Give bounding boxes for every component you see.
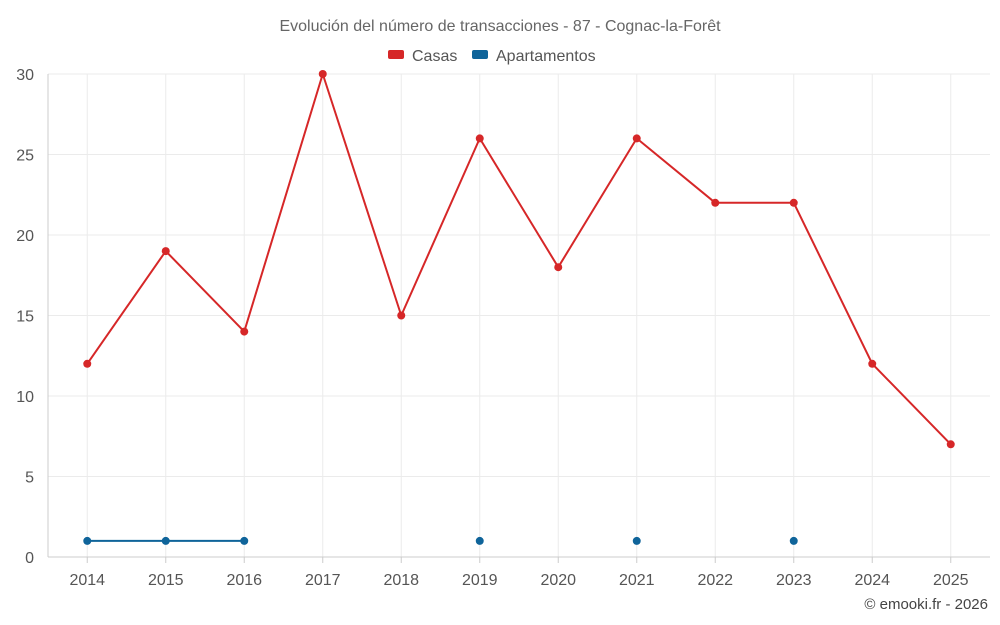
data-point-casas-2016 <box>240 327 249 336</box>
x-tick-label-2014: 2014 <box>69 572 105 589</box>
y-tick-label-25: 25 <box>16 148 34 165</box>
x-tick-label-2015: 2015 <box>148 572 184 589</box>
legend-label-apartamentos: Apartamentos <box>496 48 596 65</box>
y-tick-label-5: 5 <box>25 470 34 487</box>
x-tick-label-2024: 2024 <box>854 572 890 589</box>
y-tick-label-0: 0 <box>25 550 34 567</box>
data-point-apartamentos-2015 <box>161 536 170 545</box>
legend-label-casas: Casas <box>412 48 457 65</box>
data-point-casas-2015 <box>161 247 170 256</box>
data-point-apartamentos-2014 <box>83 536 92 545</box>
x-tick-label-2021: 2021 <box>619 572 655 589</box>
y-tick-label-15: 15 <box>16 309 34 326</box>
x-tick-label-2018: 2018 <box>383 572 419 589</box>
data-point-apartamentos-2023 <box>789 536 798 545</box>
credit-text: © emooki.fr - 2026 <box>864 596 988 613</box>
legend: Casas Apartamentos <box>388 48 596 65</box>
data-point-casas-2023 <box>789 198 798 207</box>
legend-swatch-casas <box>388 50 404 59</box>
chart-title: Evolución del número de transacciones - … <box>279 18 721 35</box>
data-point-apartamentos-2021 <box>632 536 641 545</box>
series-line-casas-0 <box>86 73 952 445</box>
data-point-casas-2019 <box>475 134 484 143</box>
x-tick-label-2023: 2023 <box>776 572 812 589</box>
y-tick-label-20: 20 <box>16 228 34 245</box>
data-point-casas-2020 <box>554 263 563 272</box>
data-point-casas-2014 <box>83 359 92 368</box>
x-tick-label-2017: 2017 <box>305 572 341 589</box>
legend-swatch-apartamentos <box>472 50 488 59</box>
x-tick-label-2019: 2019 <box>462 572 498 589</box>
data-point-casas-2017 <box>318 70 327 78</box>
data-point-casas-2018 <box>397 311 406 320</box>
data-point-casas-2021 <box>632 134 641 143</box>
x-tick-label-2020: 2020 <box>540 572 576 589</box>
data-point-casas-2022 <box>711 198 720 207</box>
x-tick-label-2025: 2025 <box>933 572 969 589</box>
data-point-casas-2024 <box>868 359 877 368</box>
x-tick-label-2022: 2022 <box>697 572 733 589</box>
data-point-apartamentos-2016 <box>240 536 249 545</box>
x-tick-label-2016: 2016 <box>226 572 262 589</box>
data-point-casas-2025 <box>946 440 955 449</box>
legend-item-casas[interactable]: Casas <box>388 48 457 65</box>
legend-item-apartamentos[interactable]: Apartamentos <box>472 48 596 65</box>
data-point-apartamentos-2019 <box>475 536 484 545</box>
y-tick-label-30: 30 <box>16 67 34 84</box>
y-tick-label-10: 10 <box>16 389 34 406</box>
